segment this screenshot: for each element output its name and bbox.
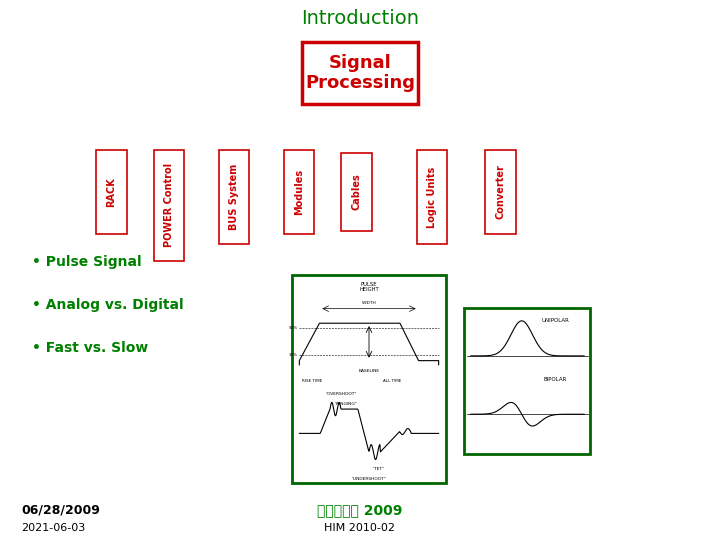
Bar [485, 150, 516, 233]
Text: BASELINE: BASELINE [359, 369, 379, 373]
Text: 10%: 10% [289, 354, 298, 357]
Text: Converter: Converter [495, 164, 505, 219]
Bar [292, 275, 446, 483]
Text: Logic Units: Logic Units [427, 166, 437, 228]
Text: 06/28/2009: 06/28/2009 [22, 504, 101, 517]
Bar [219, 150, 249, 244]
Bar [154, 150, 184, 261]
Text: • Analog vs. Digital: • Analog vs. Digital [32, 298, 184, 312]
Text: • Fast vs. Slow: • Fast vs. Slow [32, 341, 148, 355]
Text: 90%: 90% [289, 326, 298, 330]
Text: "UNDERSHOOT": "UNDERSHOOT" [351, 477, 387, 481]
Text: ALL TIME: ALL TIME [383, 379, 402, 383]
Text: "TET": "TET" [372, 467, 384, 471]
Text: BUS System: BUS System [229, 164, 239, 230]
Bar [341, 152, 372, 231]
Text: UNIPOLAR: UNIPOLAR [541, 319, 569, 323]
Text: Signal
Processing: Signal Processing [305, 53, 415, 92]
Bar [464, 308, 590, 454]
Text: HIM 2010-02: HIM 2010-02 [325, 523, 395, 533]
Bar [302, 42, 418, 104]
Text: POWER Control: POWER Control [164, 163, 174, 247]
Text: Modules: Modules [294, 168, 304, 215]
Text: "OVERSHOOT": "OVERSHOOT" [325, 392, 357, 396]
Text: WIDTH: WIDTH [361, 300, 377, 305]
Text: BIPOLAR: BIPOLAR [544, 377, 567, 382]
Text: 2021-06-03: 2021-06-03 [22, 523, 86, 533]
Text: "RINGING": "RINGING" [335, 402, 358, 407]
Bar [284, 150, 314, 233]
Text: Introduction: Introduction [301, 9, 419, 29]
Bar [417, 150, 447, 244]
Bar [96, 150, 127, 233]
Text: 핵물리학교 2009: 핵물리학교 2009 [318, 503, 402, 517]
Text: Cables: Cables [351, 173, 361, 210]
Text: RACK: RACK [107, 177, 117, 207]
Text: RISE TIME: RISE TIME [302, 379, 322, 383]
Text: • Pulse Signal: • Pulse Signal [32, 255, 142, 269]
Text: PULSE
HEIGHT: PULSE HEIGHT [359, 282, 379, 293]
